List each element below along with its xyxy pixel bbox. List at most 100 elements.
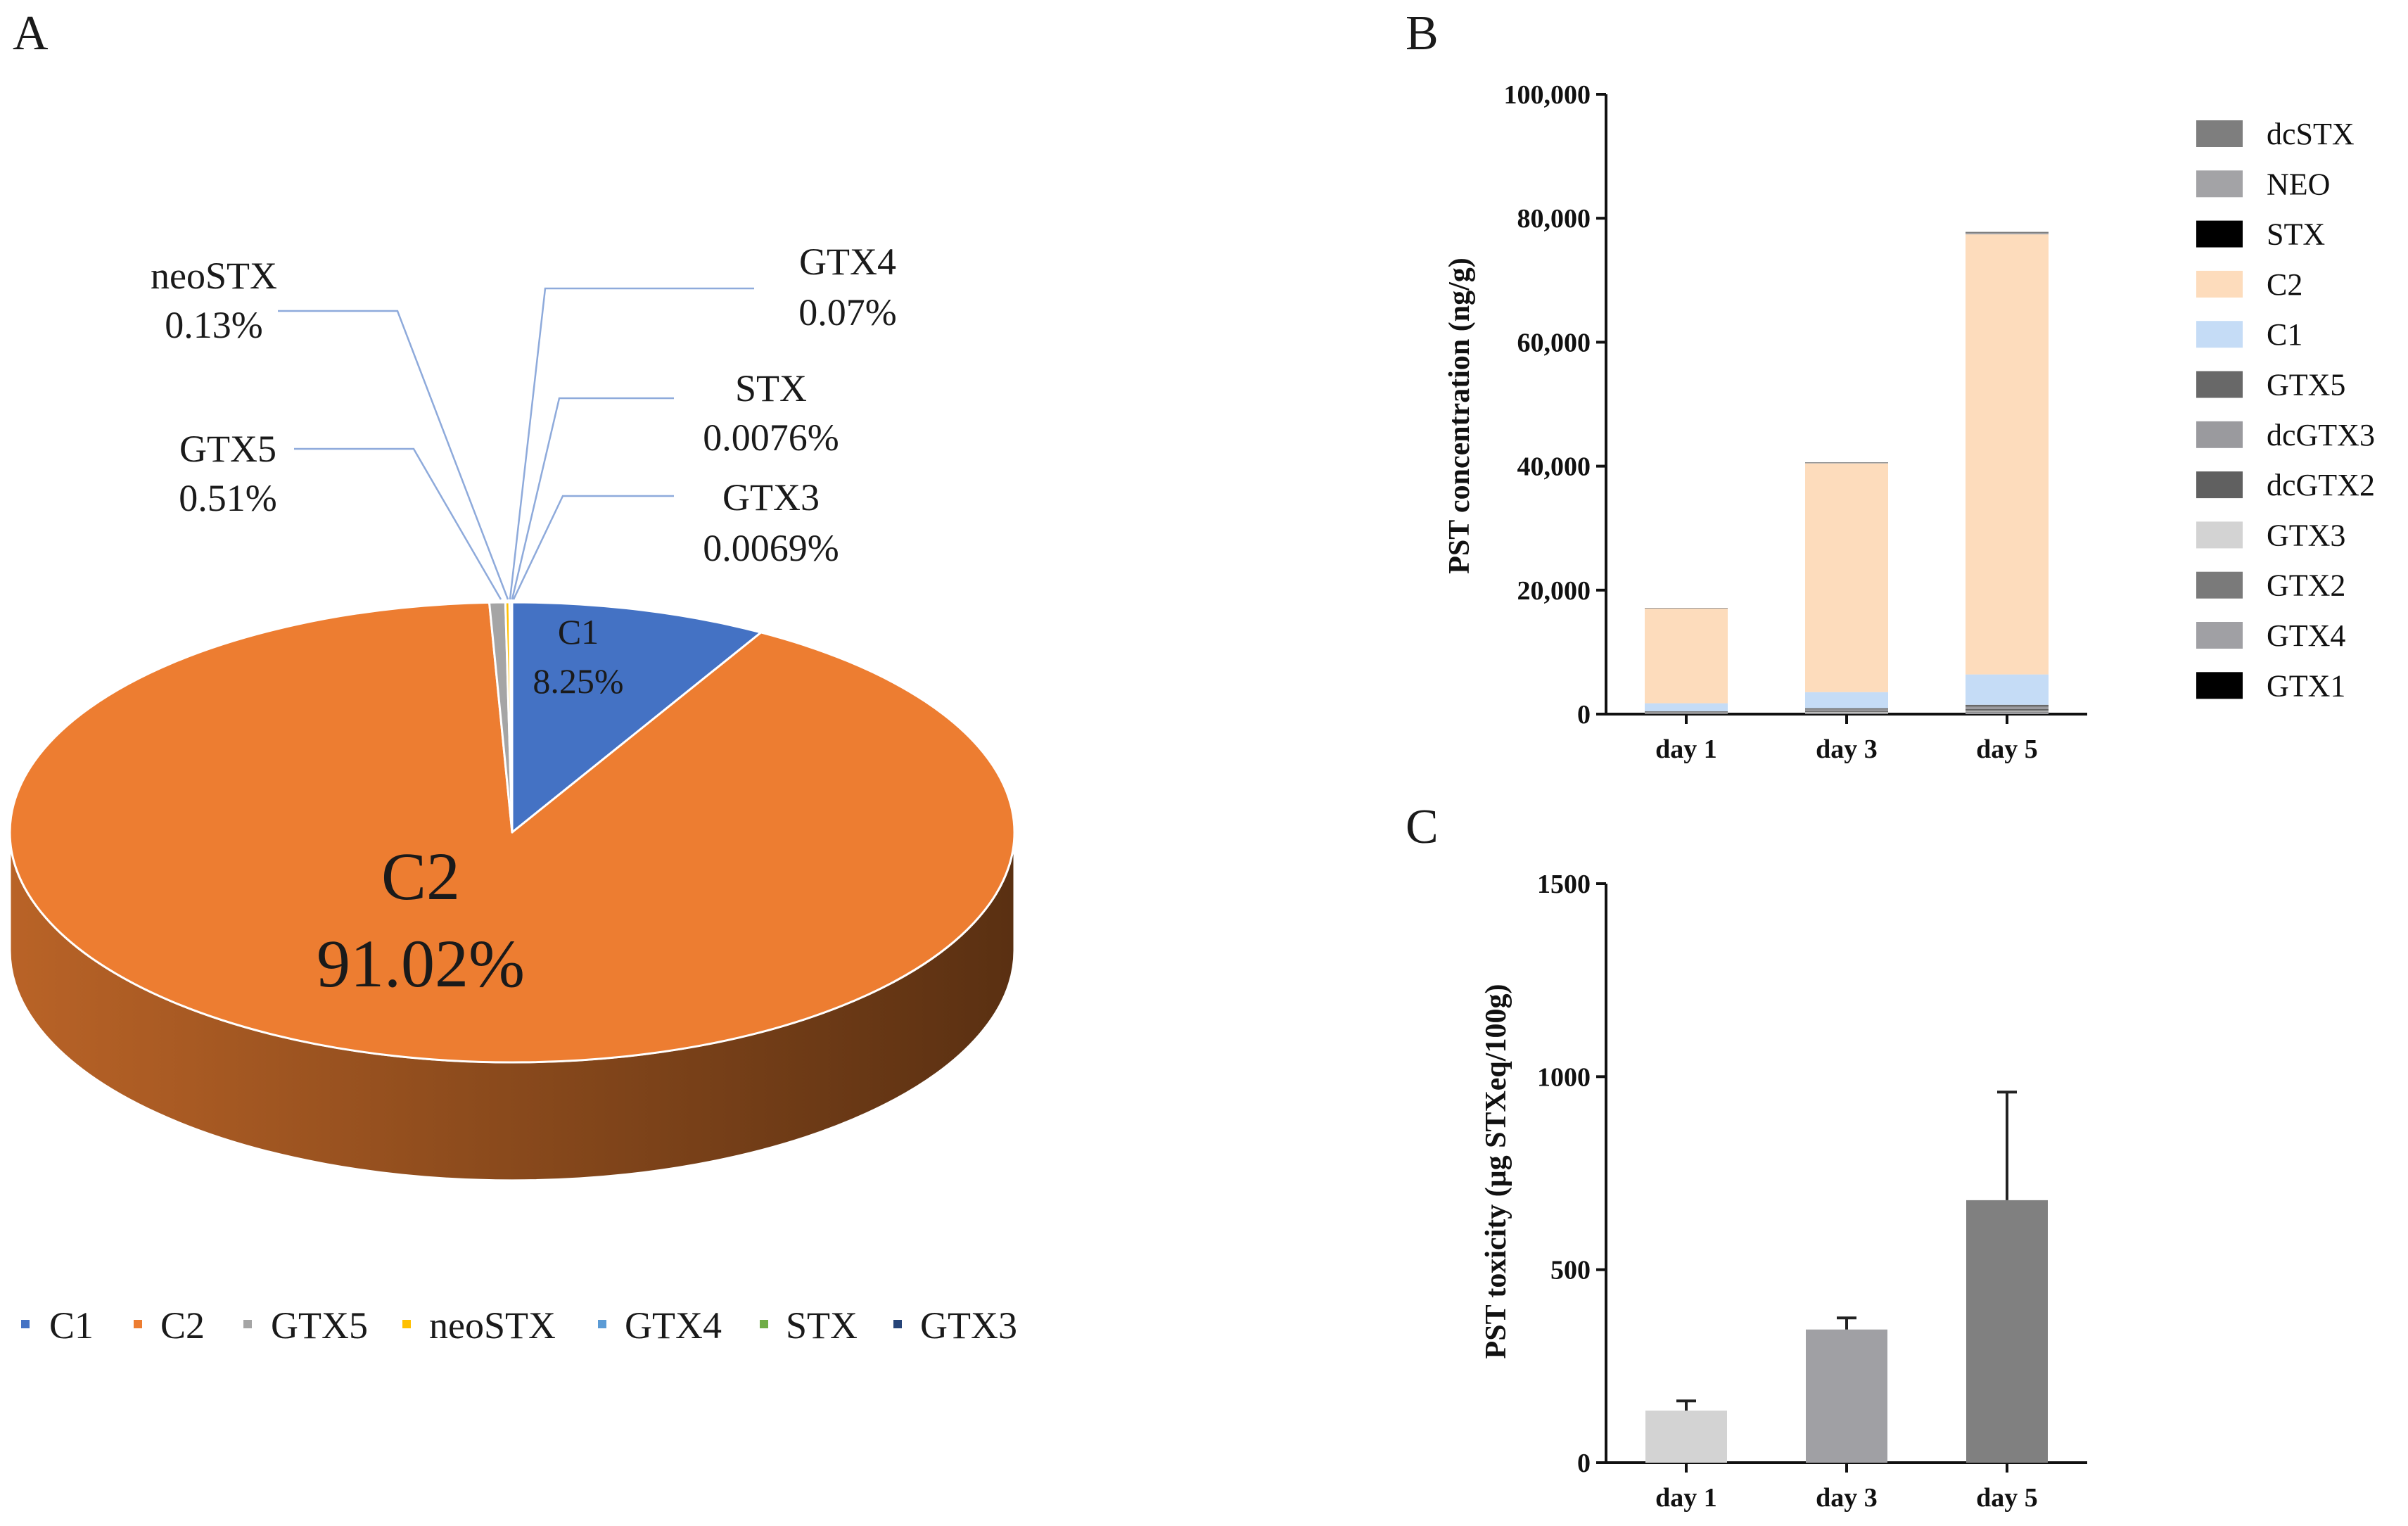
chart-b-xtick-label: day 3 xyxy=(1816,735,1878,764)
legend-b-swatch-gtx1 xyxy=(2196,672,2243,699)
legend-a-item-stx: STX xyxy=(760,1304,858,1347)
legend-a-swatch-gtx4 xyxy=(598,1320,606,1328)
toxicity-bar-chart: 0 500 1000 1500 day 1 day 3 day 5 xyxy=(1537,870,2087,1513)
legend-b-swatch-stx xyxy=(2196,220,2243,248)
bar-b-day-5-gtx2 xyxy=(1966,711,2049,713)
legend-b-label-gtx4: GTX4 xyxy=(2267,618,2345,653)
chart-b-ytick-label: 20,000 xyxy=(1517,576,1591,606)
callout-label-stx: STX xyxy=(735,367,807,409)
callout-value-gtx4: 0.07% xyxy=(798,291,896,333)
legend-b-label-gtx3: GTX3 xyxy=(2267,518,2345,552)
bar-b-day-5-c2 xyxy=(1966,234,2049,675)
chart-b-xtick-label: day 5 xyxy=(1976,735,2038,764)
legend-a-swatch-c2 xyxy=(134,1320,142,1328)
legend-b-swatch-gtx3 xyxy=(2196,521,2243,549)
chart-b-ytick-label: 40,000 xyxy=(1517,452,1591,482)
bar-b-day-1-c2 xyxy=(1645,608,1728,704)
bar-b-day-3-dcgtx2 xyxy=(1805,711,1888,712)
legend-b-swatch-gtx5 xyxy=(2196,371,2243,398)
legend-b-swatch-dcgtx3 xyxy=(2196,421,2243,448)
panel-b: B 0 20,000 40,000 60,000 80,000 100,000 day 1 d… xyxy=(1406,6,2375,764)
bar-c-day-5 xyxy=(1966,1200,2048,1463)
bar-c-day-3 xyxy=(1806,1329,1887,1463)
bar-b-day-3-dcgtx3 xyxy=(1805,709,1888,711)
chart-c-ytick-label: 1500 xyxy=(1537,870,1591,899)
chart-c-ylabel: PST toxicity (μg STXeq/100g) xyxy=(1480,984,1512,1359)
legend-a-item-neostx: neoSTX xyxy=(402,1304,556,1347)
bar-b-day-1-dcgtx3 xyxy=(1645,711,1728,713)
panel-c: C 0 500 1000 1500 day 1 day 3 day 5 PST toxici… xyxy=(1406,800,2087,1513)
callout-label-gtx4: GTX4 xyxy=(799,241,896,283)
chart-b-ytick-label: 60,000 xyxy=(1517,328,1591,357)
legend-a-swatch-gtx5 xyxy=(243,1320,252,1328)
legend-b-swatch-c1 xyxy=(2196,321,2243,348)
callout-value-gtx3: 0.0069% xyxy=(703,527,839,569)
bar-b-day-3-c1 xyxy=(1805,692,1888,708)
pie-chart xyxy=(8,601,1016,1182)
legend-a-label-c1: C1 xyxy=(49,1304,94,1347)
legend-a-item-c1: C1 xyxy=(21,1304,94,1347)
legend-b-label-gtx2: GTX2 xyxy=(2267,568,2345,603)
panel-c-letter: C xyxy=(1406,800,1439,854)
legend-b-label-c1: C1 xyxy=(2267,317,2302,352)
callout-line-neostx xyxy=(278,310,509,600)
legend-b-label-gtx5: GTX5 xyxy=(2267,368,2345,402)
bar-b-day-5-dcgtx2 xyxy=(1966,708,2049,711)
legend-b-label-dcgtx2: dcGTX2 xyxy=(2267,468,2375,502)
bar-b-day-1-gtx5 xyxy=(1645,711,1728,712)
chart-c-xtick-label: day 1 xyxy=(1655,1483,1717,1513)
chart-c-ytick-label: 0 xyxy=(1577,1449,1591,1478)
legend-a-item-c2: C2 xyxy=(134,1304,205,1347)
inner-value-c2: 91.02% xyxy=(317,926,525,1001)
legend-b-label-dcgtx3: dcGTX3 xyxy=(2267,418,2375,452)
pie-callout-labels: neoSTX 0.13% GTX5 0.51% GTX4 0.07% STX 0… xyxy=(151,241,897,1001)
legend-a-label-gtx4: GTX4 xyxy=(625,1304,722,1347)
callout-line-stx xyxy=(511,397,674,600)
bar-b-day-3-gtx3 xyxy=(1805,711,1888,713)
chart-c-ytick-label: 500 xyxy=(1550,1256,1591,1285)
bar-b-day-3-c2 xyxy=(1805,463,1888,692)
legend-a-label-neostx: neoSTX xyxy=(429,1304,556,1347)
legend-a-item-gtx5: GTX5 xyxy=(243,1304,368,1347)
legend-b-swatch-gtx2 xyxy=(2196,571,2243,599)
legend-b-swatch-dcgtx2 xyxy=(2196,471,2243,499)
legend-b-label-c2: C2 xyxy=(2267,267,2302,302)
bar-c-day-1 xyxy=(1645,1410,1727,1463)
chart-b-ytick-label: 80,000 xyxy=(1517,204,1591,234)
stacked-bar-chart: 0 20,000 40,000 60,000 80,000 100,000 day 1 day… xyxy=(1504,80,2087,764)
legend-a-label-gtx5: GTX5 xyxy=(271,1304,368,1347)
bar-b-day-3-neo xyxy=(1805,462,1888,464)
inner-label-c2: C2 xyxy=(381,839,460,914)
legend-a-label-gtx3: GTX3 xyxy=(920,1304,1017,1347)
legend-a-swatch-gtx3 xyxy=(893,1320,902,1328)
panel-b-letter: B xyxy=(1406,6,1439,61)
callout-value-stx: 0.0076% xyxy=(703,417,839,459)
legend-a: C1 C2 GTX5 neoSTX GTX4 STX xyxy=(21,1304,1017,1347)
bar-b-day-5-gtx5 xyxy=(1966,704,2049,707)
bar-b-day-1-dcstx xyxy=(1645,608,1728,609)
bar-b-day-1-gtx4 xyxy=(1645,713,1728,714)
chart-b-ytick-label: 100,000 xyxy=(1504,80,1591,110)
callout-label-gtx3: GTX3 xyxy=(722,476,820,519)
chart-b-xtick-label: day 1 xyxy=(1655,735,1717,764)
callout-line-gtx4 xyxy=(509,287,754,600)
chart-c-xtick-label: day 5 xyxy=(1976,1483,2038,1513)
legend-a-label-c2: C2 xyxy=(160,1304,205,1347)
pie-slice-c1 xyxy=(511,601,763,834)
legend-b-swatch-dcstx xyxy=(2196,120,2243,147)
callout-line-gtx5 xyxy=(294,447,502,600)
legend-b-label-dcstx: dcSTX xyxy=(2267,117,2355,151)
chart-b-ylabel: PST concentration (ng/g) xyxy=(1444,257,1476,574)
legend-a-item-gtx3: GTX3 xyxy=(893,1304,1017,1347)
legend-a-swatch-c1 xyxy=(21,1320,30,1328)
callout-label-neostx: neoSTX xyxy=(151,255,277,297)
chart-b-ytick-label: 0 xyxy=(1577,700,1591,730)
callout-value-gtx5: 0.51% xyxy=(179,477,276,519)
bar-b-day-5-gtx4 xyxy=(1966,712,2049,714)
callout-label-gtx5: GTX5 xyxy=(179,428,276,470)
callout-line-gtx3 xyxy=(512,495,674,600)
inner-value-c1: 8.25% xyxy=(533,661,623,701)
callout-value-neostx: 0.13% xyxy=(165,304,262,346)
legend-a-label-stx: STX xyxy=(786,1304,858,1347)
